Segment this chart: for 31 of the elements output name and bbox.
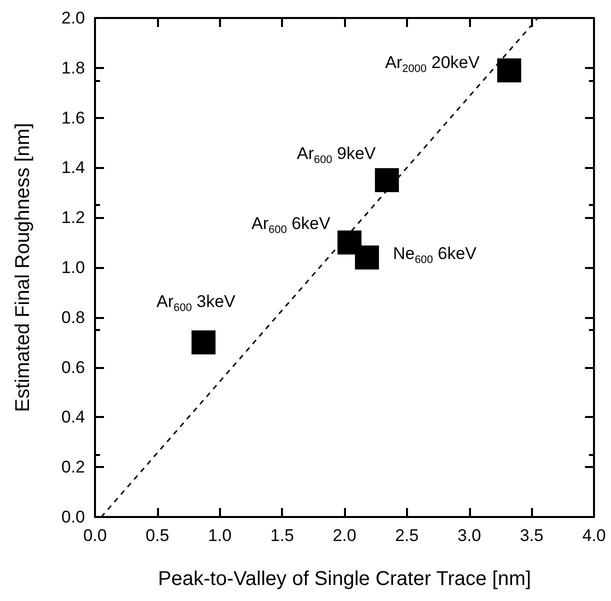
y-tick-label: 1.8 — [61, 58, 85, 78]
point — [497, 58, 522, 82]
annotation: Ar$_{600}$ 9keV — [296, 144, 376, 166]
x-tick-label: 2.5 — [395, 526, 419, 545]
y-tick-label: 0.0 — [61, 508, 85, 526]
point — [192, 330, 216, 354]
y-tick-label: 0.2 — [61, 458, 85, 477]
y-tick-label: 2.0 — [61, 8, 85, 28]
x-tick-label: 1.5 — [270, 526, 294, 545]
y-tick-label: 1.0 — [61, 258, 85, 277]
x-tick-label: 2.0 — [332, 526, 356, 545]
y-tick-label: 0.6 — [61, 358, 85, 377]
x-tick-label: 4.0 — [582, 526, 606, 545]
annotation: Ar$_{600}$ 3keV — [156, 292, 236, 314]
x-tick-label: 1.0 — [208, 526, 232, 545]
x-tick-label: 3.0 — [457, 526, 482, 545]
y-tick-label: 0.4 — [61, 408, 85, 427]
x-axis-title: Peak-to-Valley of Single Crater Trace [nm] — [158, 568, 532, 590]
annotation: Ar$_{600}$ 6keV — [251, 214, 330, 236]
point — [374, 168, 399, 192]
annotation: Ne$_{600}$ 6keV — [392, 244, 477, 266]
x-tick-label: 3.5 — [520, 526, 544, 545]
x-tick-label: 0.0 — [83, 526, 107, 545]
y-tick-label: 1.6 — [61, 108, 85, 128]
y-tick-label: 0.8 — [61, 308, 85, 327]
annotation: Ar$_{2000}$ 20keV — [385, 53, 480, 76]
y-tick-label: 1.2 — [61, 208, 85, 228]
point — [354, 246, 379, 270]
x-tick-label: 0.5 — [146, 526, 170, 545]
y-axis-title: Estimated Final Roughness [nm] — [12, 122, 34, 412]
y-tick-label: 1.4 — [61, 158, 85, 178]
